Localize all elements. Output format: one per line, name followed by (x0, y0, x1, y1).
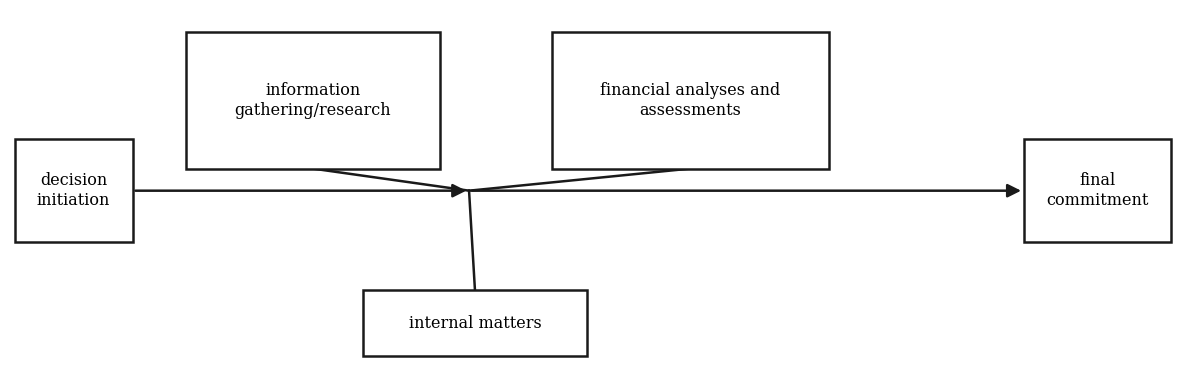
FancyBboxPatch shape (1024, 139, 1172, 242)
Text: financial analyses and
assessments: financial analyses and assessments (600, 82, 780, 119)
FancyBboxPatch shape (186, 32, 440, 169)
Text: information
gathering/research: information gathering/research (235, 82, 391, 119)
FancyBboxPatch shape (14, 139, 133, 242)
Text: decision
initiation: decision initiation (37, 172, 110, 209)
FancyBboxPatch shape (363, 290, 587, 356)
Text: final
commitment: final commitment (1046, 172, 1149, 209)
FancyBboxPatch shape (551, 32, 829, 169)
Text: internal matters: internal matters (409, 315, 541, 332)
